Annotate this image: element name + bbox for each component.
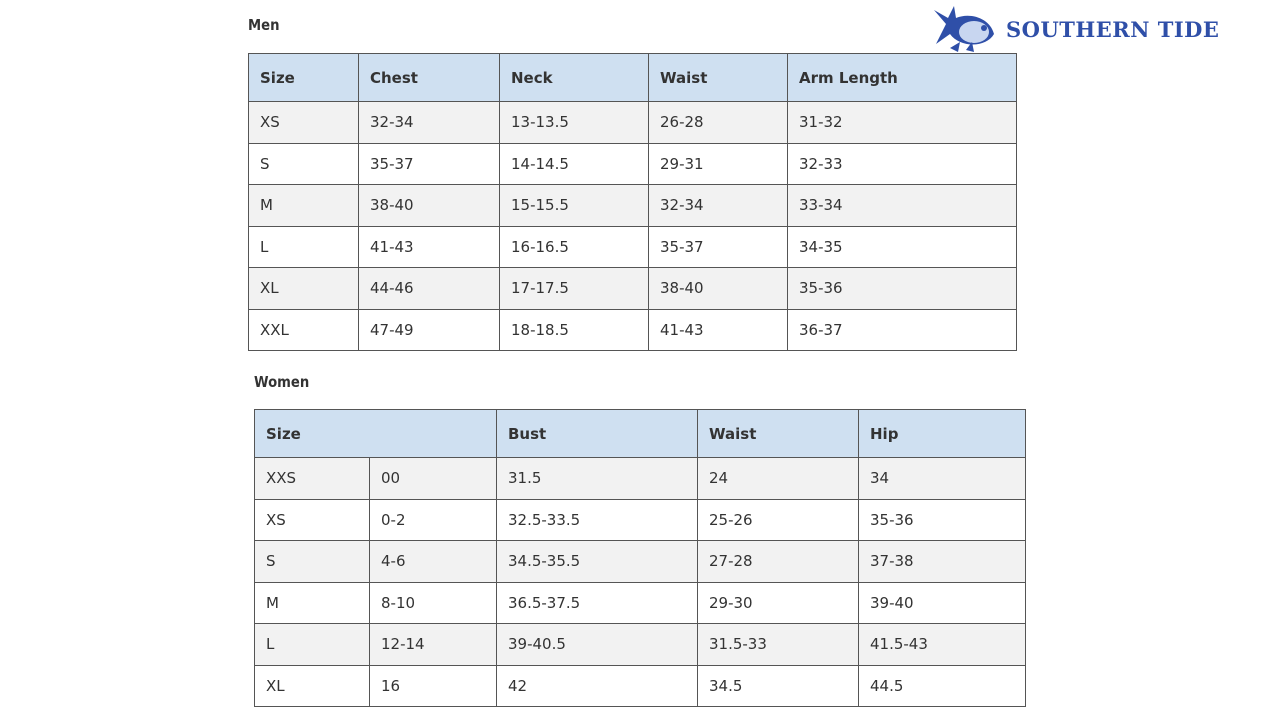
table-cell: XS <box>254 498 370 541</box>
table-cell: 14-14.5 <box>499 142 649 185</box>
table-cell: XS <box>248 101 359 144</box>
table-row: M 8-10 36.5-37.5 29-30 39-40 <box>254 581 1026 624</box>
table-row: S 4-6 34.5-35.5 27-28 37-38 <box>254 540 1026 583</box>
table-cell: 47-49 <box>358 308 500 351</box>
table-cell: 39-40 <box>858 581 1026 624</box>
table-cell: 41-43 <box>358 225 500 268</box>
table-row: XS 0-2 32.5-33.5 25-26 35-36 <box>254 498 1026 541</box>
column-header: Waist <box>648 53 788 102</box>
table-cell: 31-32 <box>787 101 1017 144</box>
table-cell: L <box>248 225 359 268</box>
table-cell: L <box>254 623 370 666</box>
table-cell: 34-35 <box>787 225 1017 268</box>
column-header: Hip <box>858 409 1026 458</box>
table-cell: 29-30 <box>697 581 859 624</box>
table-cell: 4-6 <box>369 540 497 583</box>
table-cell: 34 <box>858 457 1026 500</box>
table-cell: 44.5 <box>858 664 1026 707</box>
table-cell: 42 <box>496 664 698 707</box>
table-cell: 8-10 <box>369 581 497 624</box>
table-cell: 32.5-33.5 <box>496 498 698 541</box>
table-cell: 0-2 <box>369 498 497 541</box>
table-cell: 36-37 <box>787 308 1017 351</box>
table-cell: 31.5 <box>496 457 698 500</box>
table-cell: 38-40 <box>358 184 500 227</box>
table-cell: M <box>254 581 370 624</box>
table-cell: 17-17.5 <box>499 267 649 310</box>
men-title: Men <box>248 16 280 34</box>
table-cell: 24 <box>697 457 859 500</box>
table-cell: 35-36 <box>787 267 1017 310</box>
table-cell: 32-33 <box>787 142 1017 185</box>
table-cell: 12-14 <box>369 623 497 666</box>
table-row: XXL 47-49 18-18.5 41-43 36-37 <box>248 308 1017 351</box>
table-cell: 41-43 <box>648 308 788 351</box>
brand-name: SOUTHERN TIDE <box>1006 16 1220 42</box>
table-cell: 18-18.5 <box>499 308 649 351</box>
table-cell: 38-40 <box>648 267 788 310</box>
table-cell: 34.5 <box>697 664 859 707</box>
table-cell: 26-28 <box>648 101 788 144</box>
table-row: XL 44-46 17-17.5 38-40 35-36 <box>248 267 1017 310</box>
table-header-row: Size Bust Waist Hip <box>254 409 1026 458</box>
table-cell: 39-40.5 <box>496 623 698 666</box>
column-header: Arm Length <box>787 53 1017 102</box>
table-row: XXS 00 31.5 24 34 <box>254 457 1026 500</box>
table-cell: 33-34 <box>787 184 1017 227</box>
table-cell: 25-26 <box>697 498 859 541</box>
table-cell: 16 <box>369 664 497 707</box>
table-cell: 15-15.5 <box>499 184 649 227</box>
table-cell: M <box>248 184 359 227</box>
table-row: L 12-14 39-40.5 31.5-33 41.5-43 <box>254 623 1026 666</box>
table-cell: 34.5-35.5 <box>496 540 698 583</box>
table-cell: XL <box>248 267 359 310</box>
fish-icon <box>934 6 994 52</box>
table-row: XS 32-34 13-13.5 26-28 31-32 <box>248 101 1017 144</box>
table-cell: 16-16.5 <box>499 225 649 268</box>
table-cell: 32-34 <box>358 101 500 144</box>
column-header: Waist <box>697 409 859 458</box>
column-header: Neck <box>499 53 649 102</box>
table-cell: 29-31 <box>648 142 788 185</box>
table-cell: 32-34 <box>648 184 788 227</box>
table-header-row: Size Chest Neck Waist Arm Length <box>248 53 1017 102</box>
table-cell: 44-46 <box>358 267 500 310</box>
table-row: S 35-37 14-14.5 29-31 32-33 <box>248 142 1017 185</box>
table-cell: 35-36 <box>858 498 1026 541</box>
table-cell: XXS <box>254 457 370 500</box>
women-title: Women <box>254 373 310 391</box>
table-cell: 35-37 <box>648 225 788 268</box>
column-header: Chest <box>358 53 500 102</box>
table-cell: XXL <box>248 308 359 351</box>
table-row: XL 16 42 34.5 44.5 <box>254 664 1026 707</box>
table-cell: 36.5-37.5 <box>496 581 698 624</box>
brand-logo: SOUTHERN TIDE <box>930 4 1219 54</box>
column-header: Size <box>248 53 359 102</box>
table-cell: S <box>254 540 370 583</box>
table-cell: XL <box>254 664 370 707</box>
column-header: Size <box>254 409 497 458</box>
table-cell: 00 <box>369 457 497 500</box>
men-size-table: Size Chest Neck Waist Arm Length XS 32-34 13-13… <box>248 53 1017 351</box>
women-size-table: Size Bust Waist Hip XXS 00 31.5 24 34 XS 0-2 32.5-3… <box>254 409 1026 707</box>
column-header: Bust <box>496 409 698 458</box>
table-cell: 35-37 <box>358 142 500 185</box>
table-cell: 41.5-43 <box>858 623 1026 666</box>
table-row: M 38-40 15-15.5 32-34 33-34 <box>248 184 1017 227</box>
table-cell: S <box>248 142 359 185</box>
table-cell: 27-28 <box>697 540 859 583</box>
table-cell: 37-38 <box>858 540 1026 583</box>
table-row: L 41-43 16-16.5 35-37 34-35 <box>248 225 1017 268</box>
table-cell: 13-13.5 <box>499 101 649 144</box>
table-cell: 31.5-33 <box>697 623 859 666</box>
